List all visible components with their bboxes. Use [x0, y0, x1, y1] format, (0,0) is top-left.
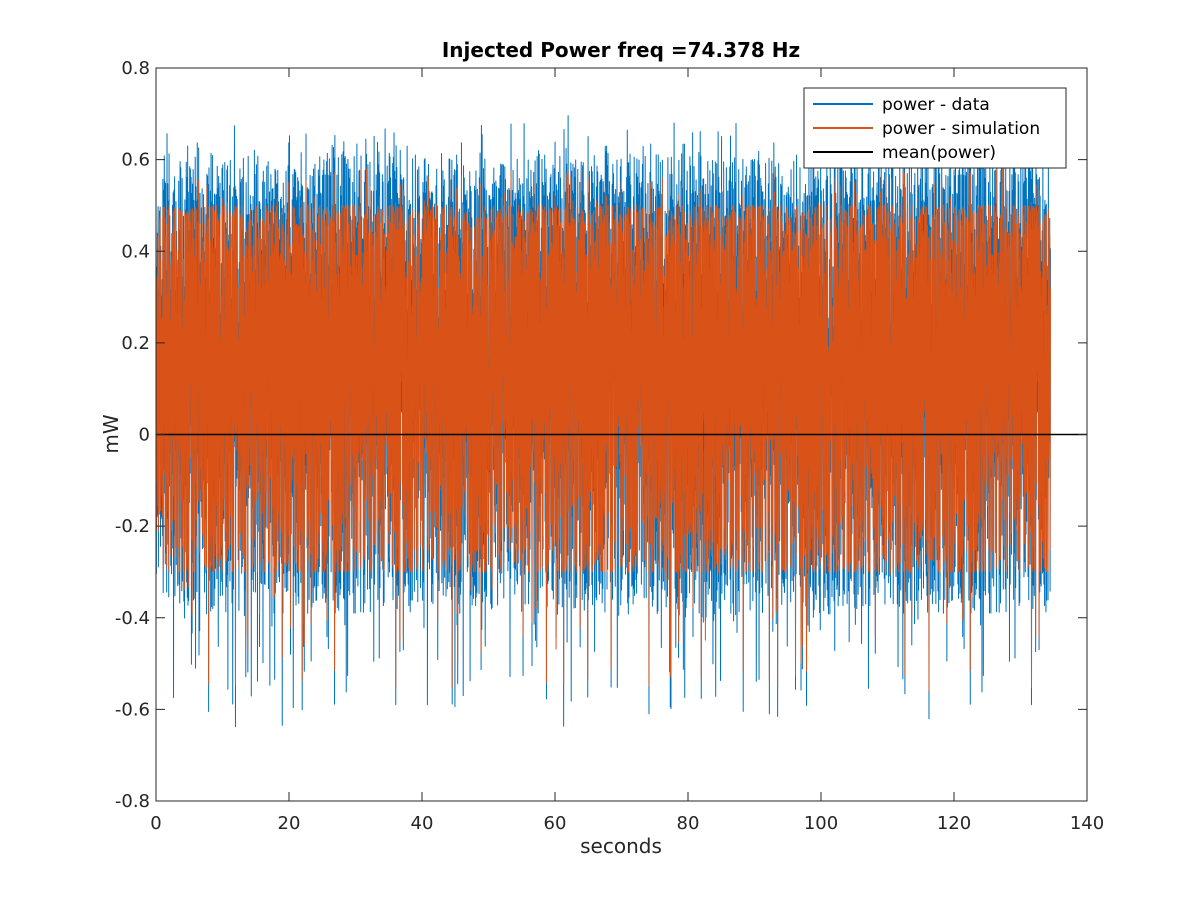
y-tick-label: 0.2 — [121, 333, 150, 354]
legend: power - data power - simulation mean(pow… — [803, 87, 1067, 169]
legend-entry-data: power - data — [882, 95, 990, 115]
y-axis-label: mW — [99, 414, 123, 453]
y-tick-label: 0.6 — [121, 150, 150, 171]
y-tick-label: 0 — [139, 425, 150, 446]
y-tick-label: 0.4 — [121, 241, 150, 262]
x-tick-label: 140 — [1070, 813, 1104, 834]
y-tick-label: -0.4 — [115, 608, 150, 629]
x-tick-label: 0 — [150, 813, 161, 834]
x-tick-label: 80 — [677, 813, 700, 834]
y-tick-label: -0.2 — [115, 516, 150, 537]
ticks-layer — [155, 67, 1088, 802]
series-power-simulation-line — [155, 168, 1051, 692]
y-tick-label: -0.6 — [115, 699, 150, 720]
labels-layer: 0 20 40 60 80 100 120 140 -0.8 -0.6 -0.4 -0.2 0 0.2 0.… — [115, 58, 1104, 834]
legend-entry-mean: mean(power) — [882, 143, 996, 163]
y-tick-label: -0.8 — [115, 791, 150, 812]
legend-entry-simulation: power - simulation — [882, 119, 1040, 139]
series-layer — [155, 115, 1051, 728]
chart-title: Injected Power freq =74.378 Hz — [442, 38, 800, 62]
x-tick-label: 20 — [278, 813, 301, 834]
x-tick-label: 40 — [411, 813, 434, 834]
y-tick-label: 0.8 — [121, 58, 150, 79]
x-axis-label: seconds — [580, 834, 662, 858]
x-tick-label: 120 — [937, 813, 971, 834]
x-tick-label: 100 — [804, 813, 838, 834]
x-tick-label: 60 — [544, 813, 567, 834]
